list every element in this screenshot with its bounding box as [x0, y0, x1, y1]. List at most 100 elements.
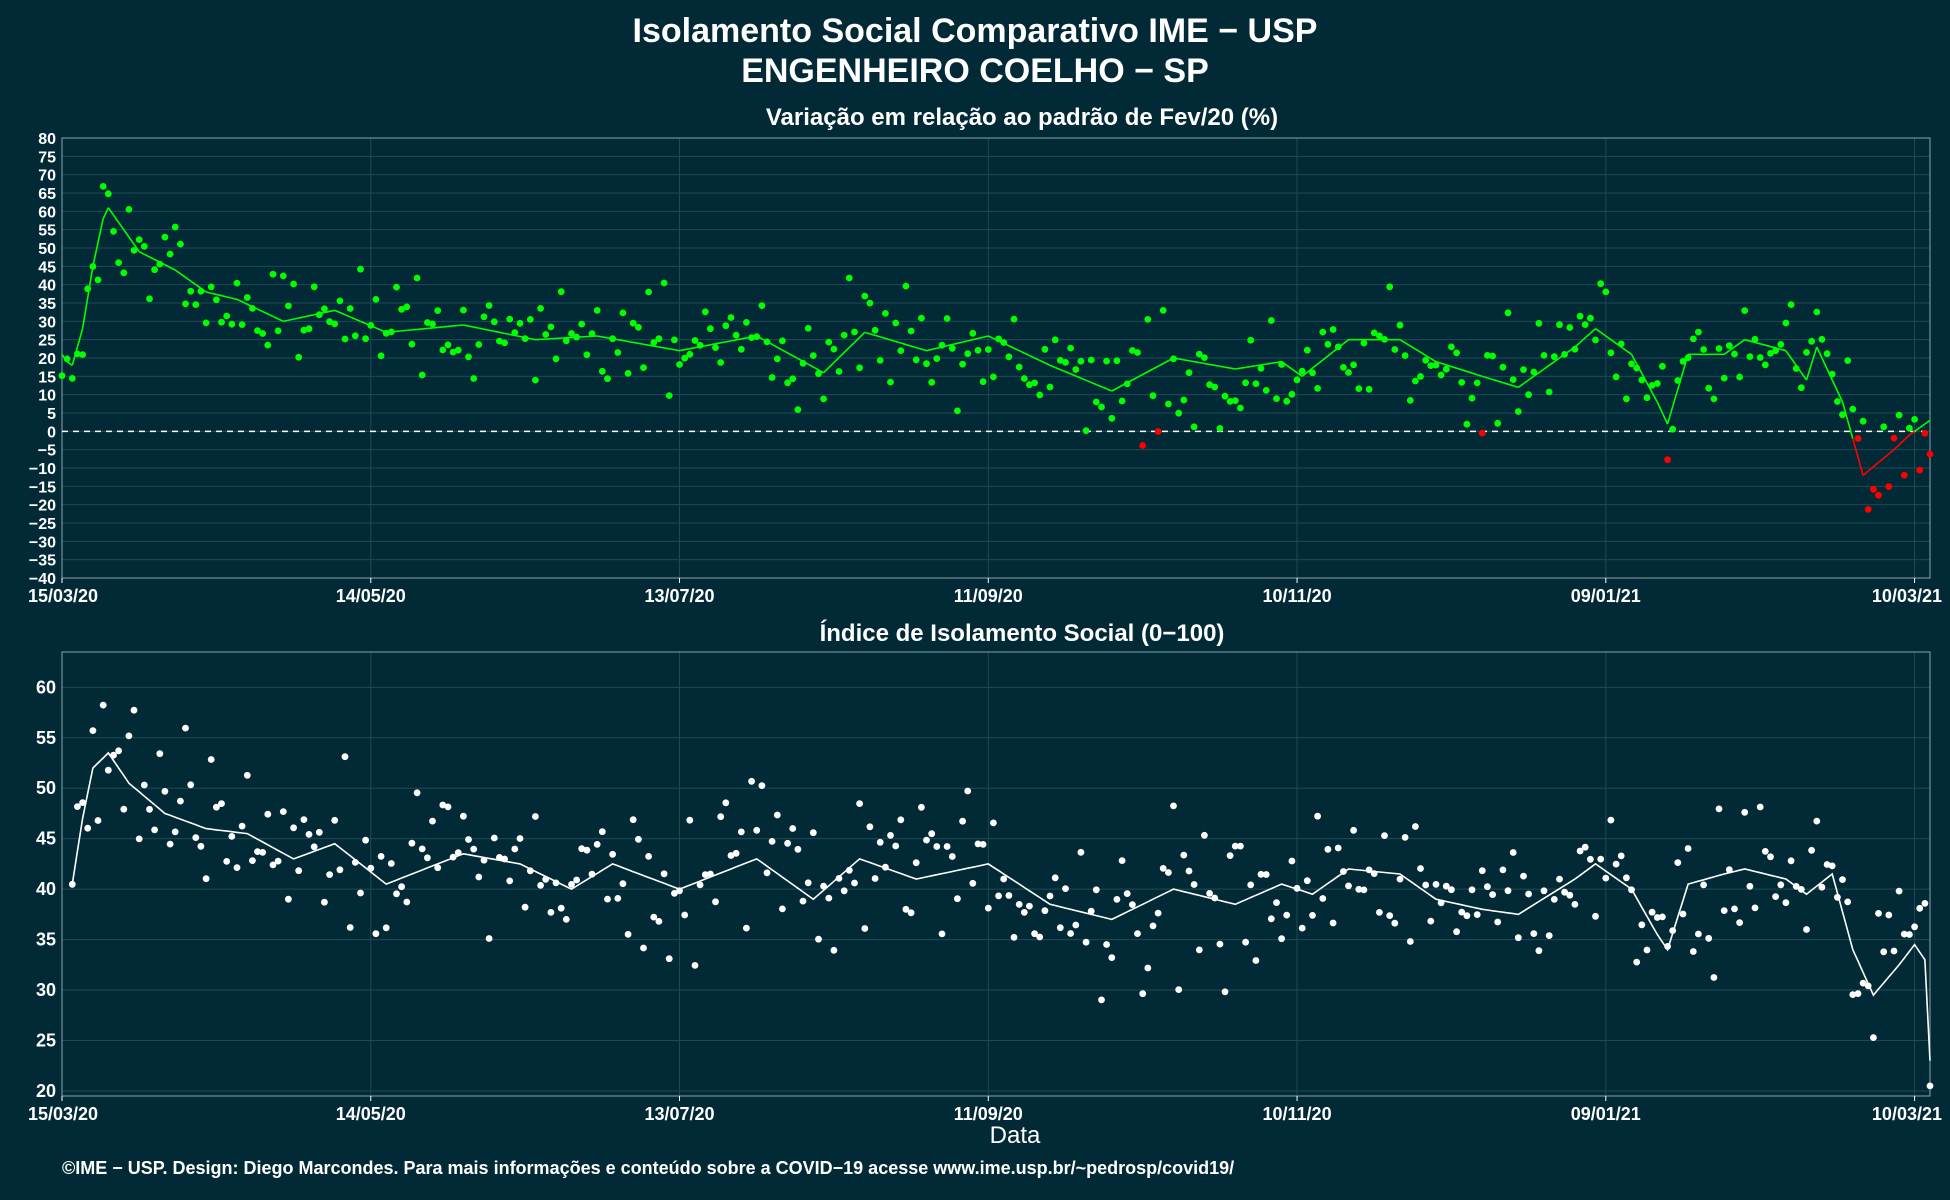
daily-point	[202, 875, 210, 883]
daily-point	[1396, 875, 1404, 883]
daily-point	[254, 327, 261, 334]
daily-point	[1844, 357, 1852, 364]
daily-point	[1761, 848, 1769, 855]
daily-point	[151, 266, 159, 274]
daily-point	[830, 946, 838, 954]
daily-point	[1278, 361, 1285, 368]
daily-point	[1010, 933, 1018, 941]
daily-point	[357, 265, 364, 273]
moving-average-segment	[1116, 384, 1123, 389]
daily-point	[372, 296, 380, 303]
daily-point	[259, 849, 267, 856]
x-tick-label: 15/03/20	[28, 586, 98, 606]
moving-average-segment	[890, 339, 896, 343]
daily-point	[1916, 904, 1924, 912]
daily-point	[1242, 379, 1249, 387]
daily-point	[604, 375, 611, 383]
daily-point	[923, 360, 930, 368]
daily-point	[521, 335, 529, 342]
daily-point	[1870, 1034, 1877, 1041]
daily-point	[1715, 345, 1723, 352]
daily-point	[671, 890, 678, 897]
moving-average-segment	[1476, 373, 1483, 378]
moving-average-segment	[874, 334, 881, 338]
moving-average-segment	[1898, 439, 1905, 446]
daily-point	[1839, 876, 1846, 883]
daily-point	[496, 854, 503, 861]
daily-point	[840, 887, 848, 895]
moving-average-segment	[885, 337, 891, 341]
moving-average-segment	[334, 309, 341, 314]
moving-average-segment	[1080, 377, 1087, 382]
moving-average-segment	[838, 351, 845, 359]
daily-point	[228, 320, 236, 328]
daily-point	[418, 371, 426, 379]
daily-point	[861, 925, 869, 932]
moving-average-segment	[1147, 368, 1154, 373]
daily-point	[177, 797, 184, 805]
daily-point	[1489, 352, 1496, 360]
daily-point	[526, 867, 534, 875]
moving-average-segment	[1291, 368, 1298, 374]
daily-point	[1777, 881, 1785, 889]
daily-point	[562, 916, 570, 923]
moving-average-segment	[1723, 350, 1730, 355]
daily-point	[1674, 377, 1682, 384]
daily-point	[1185, 867, 1193, 875]
daily-point	[799, 359, 807, 367]
daily-point	[439, 346, 447, 354]
daily-point	[1473, 911, 1481, 918]
daily-point	[341, 753, 349, 761]
daily-point	[192, 301, 200, 308]
daily-point	[1792, 883, 1800, 890]
daily-point	[223, 312, 231, 320]
daily-point	[1098, 996, 1105, 1004]
daily-point	[1221, 392, 1229, 400]
moving-average-segment	[663, 347, 670, 350]
daily-point	[809, 352, 817, 359]
daily-point	[1520, 366, 1527, 373]
moving-average-segment	[1250, 364, 1256, 368]
daily-point	[1700, 881, 1707, 889]
daily-point	[1659, 362, 1666, 370]
y-tick-label: 0	[47, 424, 56, 441]
plot-frame	[61, 137, 1931, 579]
daily-point	[1520, 872, 1527, 880]
moving-average-segment	[174, 269, 181, 275]
daily-point	[68, 880, 76, 888]
daily-point	[532, 813, 539, 820]
daily-point	[1638, 921, 1646, 929]
daily-point	[161, 233, 169, 241]
daily-point	[1180, 851, 1188, 859]
moving-average-segment	[1733, 342, 1741, 348]
daily-point	[228, 833, 236, 840]
moving-average-segment	[916, 346, 922, 350]
daily-point	[737, 345, 745, 353]
daily-point	[1643, 946, 1651, 954]
moving-average-segment	[1533, 372, 1540, 377]
moving-average-segment	[1461, 369, 1468, 373]
moving-average-segment	[1671, 388, 1679, 407]
daily-point	[707, 870, 714, 878]
daily-point	[1123, 380, 1131, 388]
daily-point	[418, 845, 426, 853]
daily-point	[907, 327, 915, 335]
daily-point	[321, 898, 328, 906]
daily-point	[557, 288, 565, 296]
daily-point	[712, 344, 719, 351]
moving-average-segment	[1199, 361, 1205, 365]
moving-average-segment	[1322, 355, 1329, 361]
daily-point	[969, 329, 977, 337]
daily-point	[907, 909, 915, 917]
moving-average-segment	[869, 333, 876, 337]
moving-average-segment	[705, 344, 711, 347]
daily-point	[1252, 957, 1260, 964]
daily-point	[1247, 881, 1255, 889]
moving-average-segment	[1446, 364, 1452, 368]
footer-credits: ©IME − USP. Design: Diego Marcondes. Par…	[62, 1158, 1235, 1178]
daily-point	[1566, 324, 1574, 331]
daily-point	[63, 355, 71, 363]
daily-point	[712, 898, 719, 906]
y-tick-label: 50	[36, 778, 56, 798]
daily-point	[1437, 899, 1445, 907]
